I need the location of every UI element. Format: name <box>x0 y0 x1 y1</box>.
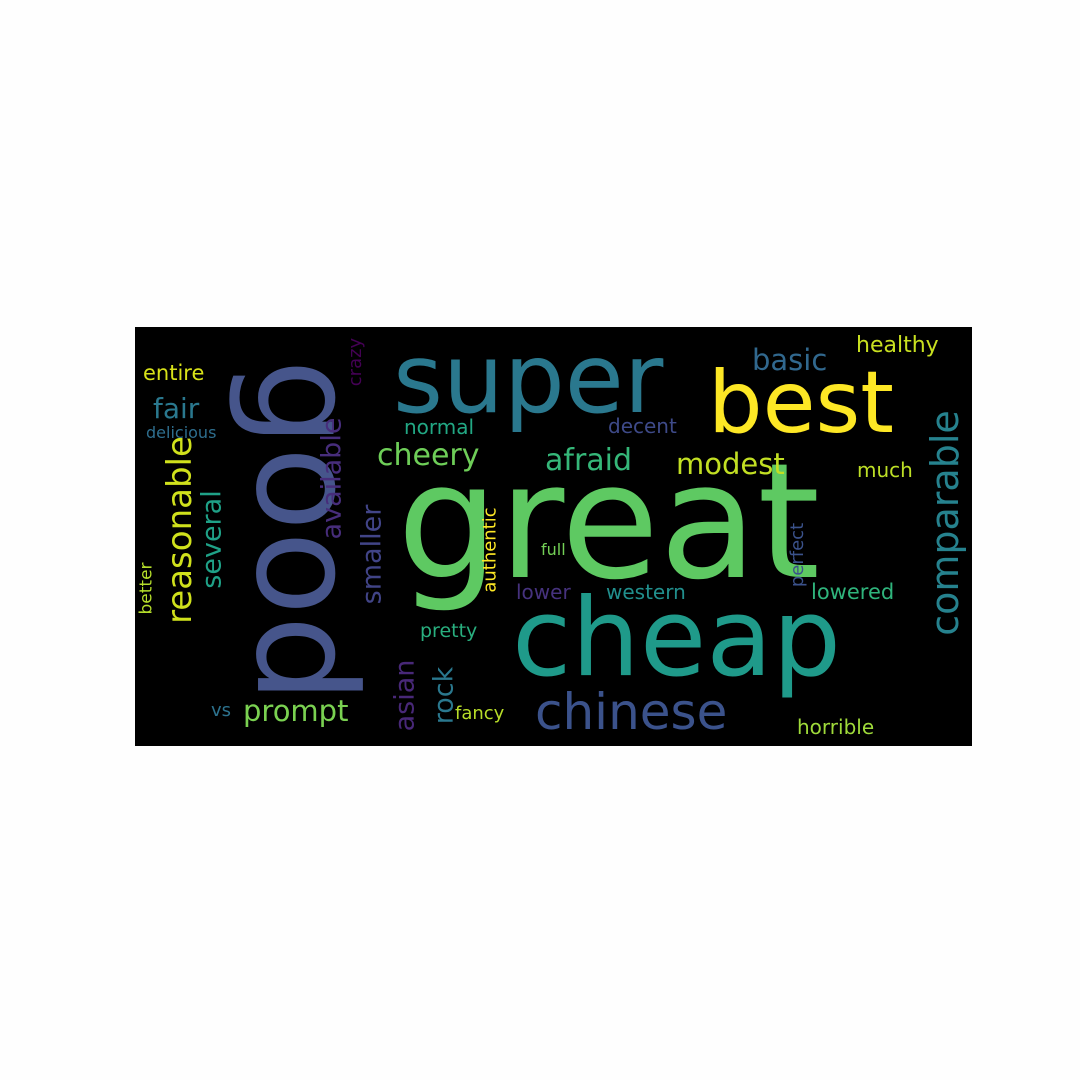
word-vs: vs <box>211 700 232 721</box>
word-afraid: afraid <box>545 443 633 478</box>
word-lower: lower <box>516 580 571 604</box>
word-perfect: perfect <box>787 522 809 588</box>
word-super: super <box>393 327 664 435</box>
word-chinese: chinese <box>535 683 728 741</box>
word-smaller: smaller <box>356 504 388 605</box>
word-horrible: horrible <box>797 715 875 739</box>
word-basic: basic <box>752 343 828 377</box>
word-fancy: fancy <box>455 703 505 724</box>
word-pretty: pretty <box>420 620 478 642</box>
word-great: great <box>397 428 821 615</box>
word-authentic: authentic <box>479 507 501 593</box>
word-modest: modest <box>676 447 785 481</box>
word-comparable: comparable <box>922 410 967 636</box>
word-best: best <box>708 353 895 453</box>
word-cloud-canvas: great good cheap super best chinese comp… <box>135 327 972 746</box>
word-decent: decent <box>608 414 677 438</box>
word-western: western <box>606 580 686 604</box>
word-healthy: healthy <box>856 333 939 358</box>
word-full: full <box>541 540 566 559</box>
word-several: several <box>196 490 228 589</box>
word-cheap: cheap <box>512 576 842 701</box>
word-much: much <box>857 458 913 482</box>
word-normal: normal <box>404 415 475 439</box>
word-fair: fair <box>153 392 200 425</box>
word-entire: entire <box>143 361 205 385</box>
word-better: better <box>136 562 157 615</box>
word-delicious: delicious <box>146 423 217 442</box>
word-crazy: crazy <box>345 337 367 387</box>
word-rock: rock <box>428 666 460 725</box>
word-asian: asian <box>389 659 421 732</box>
word-cheery: cheery <box>377 438 480 473</box>
word-good: good <box>225 358 387 704</box>
word-reasonable: reasonable <box>159 436 200 624</box>
word-lowered: lowered <box>811 580 895 604</box>
word-prompt: prompt <box>243 694 349 728</box>
word-available: available <box>316 417 348 540</box>
